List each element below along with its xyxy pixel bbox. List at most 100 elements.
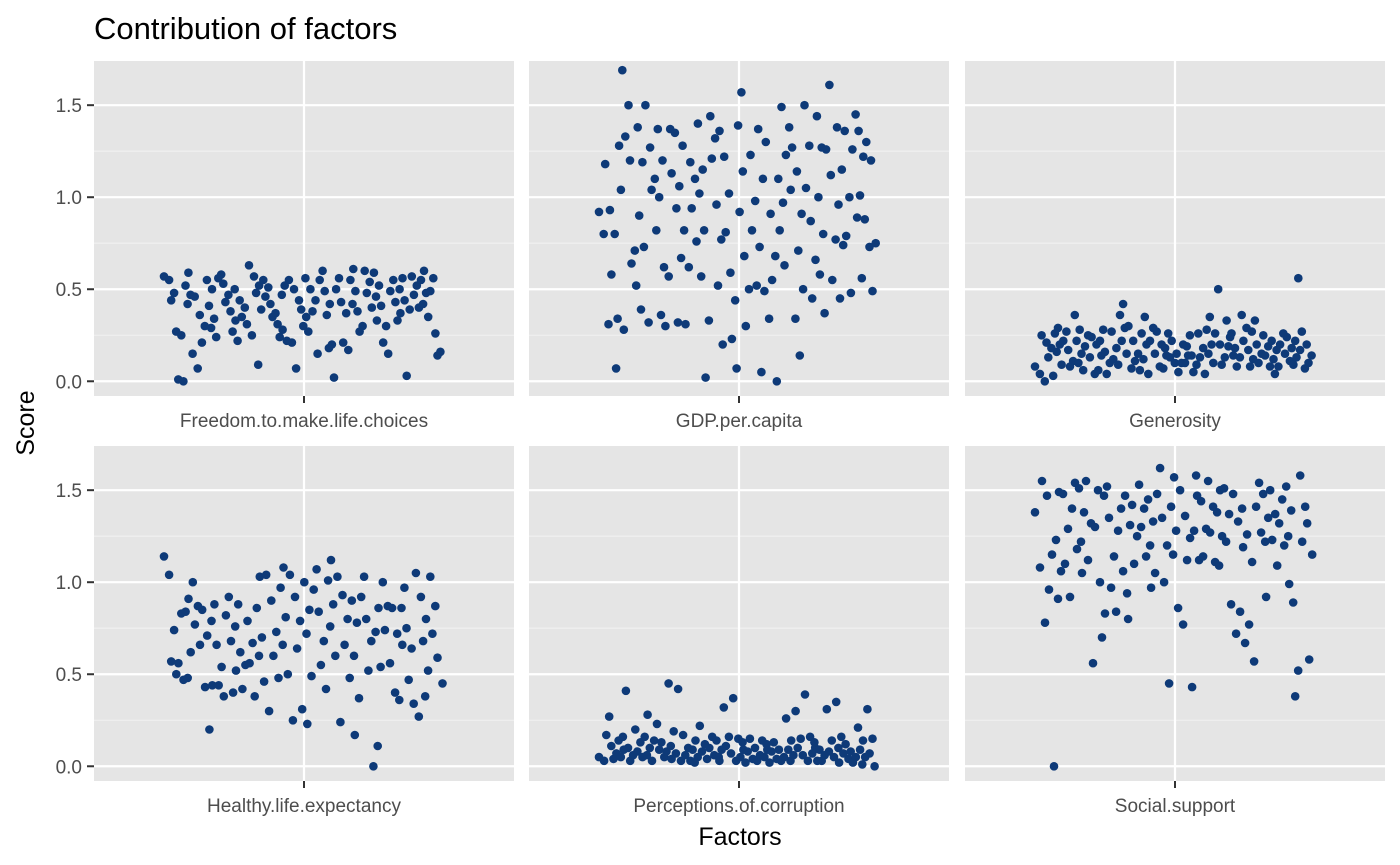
- data-point: [855, 191, 865, 200]
- data-point: [1112, 343, 1121, 353]
- data-point: [767, 275, 777, 285]
- data-point: [195, 640, 205, 650]
- data-point: [1261, 592, 1271, 602]
- data-point: [238, 684, 247, 694]
- data-point: [650, 174, 660, 184]
- data-point: [344, 345, 353, 355]
- data-point: [821, 145, 831, 154]
- data-point: [644, 318, 653, 327]
- data-point: [1307, 550, 1317, 559]
- data-point: [423, 666, 433, 675]
- data-point: [1173, 603, 1183, 613]
- data-point: [848, 145, 857, 154]
- data-point: [1093, 485, 1103, 495]
- data-point: [810, 738, 819, 747]
- data-point: [200, 682, 210, 692]
- data-point: [1065, 362, 1075, 371]
- data-point: [1204, 349, 1213, 359]
- data-point: [1239, 336, 1248, 346]
- data-point: [618, 65, 627, 75]
- data-point: [1251, 502, 1261, 512]
- data-point: [362, 288, 372, 298]
- data-point: [346, 275, 355, 285]
- data-point: [438, 679, 447, 688]
- data-point: [1109, 552, 1119, 561]
- data-point: [1109, 354, 1118, 364]
- data-point: [402, 371, 412, 381]
- data-point: [396, 308, 405, 318]
- data-point: [256, 305, 266, 314]
- data-point: [627, 259, 636, 268]
- data-point: [687, 204, 696, 213]
- data-point: [325, 622, 335, 631]
- data-point: [1302, 519, 1312, 528]
- data-point: [1182, 342, 1192, 351]
- data-point: [226, 307, 235, 316]
- data-point: [308, 307, 317, 316]
- data-point: [1231, 629, 1241, 638]
- data-point: [678, 141, 687, 150]
- data-point: [414, 712, 424, 721]
- data-point: [433, 653, 442, 662]
- data-point: [767, 747, 776, 756]
- data-point: [726, 268, 735, 278]
- data-point: [247, 331, 257, 340]
- data-point: [1145, 541, 1155, 550]
- facet-label: GDP.per.capita: [676, 411, 803, 432]
- data-point: [1127, 364, 1136, 373]
- data-point: [1042, 491, 1052, 501]
- data-point: [267, 596, 276, 605]
- data-point: [1152, 489, 1162, 499]
- data-point: [1189, 526, 1199, 535]
- data-point: [1210, 329, 1220, 338]
- data-point: [1247, 327, 1257, 336]
- data-point: [766, 209, 775, 219]
- data-point: [1134, 480, 1144, 490]
- data-point: [376, 301, 386, 311]
- data-point: [619, 325, 629, 335]
- data-point: [338, 338, 348, 347]
- data-point: [250, 692, 259, 701]
- data-point: [1155, 463, 1165, 473]
- data-point: [838, 240, 848, 250]
- data-point: [1162, 541, 1172, 550]
- data-point: [372, 316, 382, 325]
- data-point: [305, 605, 314, 615]
- data-point: [721, 227, 730, 237]
- data-point: [1063, 345, 1073, 355]
- data-point: [205, 725, 214, 734]
- data-point: [1215, 340, 1225, 349]
- data-point: [1104, 513, 1114, 523]
- data-point: [181, 607, 190, 616]
- data-point: [1284, 579, 1294, 589]
- data-point: [312, 565, 321, 574]
- data-point: [1049, 762, 1059, 771]
- data-point: [279, 563, 288, 572]
- data-point: [743, 747, 752, 756]
- data-point: [706, 111, 715, 121]
- data-point: [1102, 482, 1112, 491]
- data-point: [750, 743, 760, 753]
- data-point: [781, 714, 791, 723]
- data-point: [1212, 508, 1222, 517]
- data-point: [221, 611, 231, 620]
- data-point: [315, 275, 325, 285]
- facet-panels: Freedom.to.make.life.choices 0.0 0.5 1.0 1.5…: [56, 61, 1385, 817]
- data-point: [1304, 655, 1314, 664]
- data-point: [325, 299, 335, 309]
- data-point: [672, 204, 681, 213]
- data-point: [1195, 353, 1205, 362]
- data-point: [1048, 371, 1058, 381]
- data-point: [219, 279, 228, 289]
- data-point: [347, 596, 357, 605]
- data-point: [184, 594, 193, 604]
- data-point: [858, 760, 867, 769]
- data-point: [208, 681, 217, 690]
- data-point: [820, 308, 829, 318]
- data-point: [1203, 476, 1213, 486]
- data-point: [1187, 682, 1197, 692]
- data-point: [786, 756, 795, 766]
- data-point: [1297, 327, 1307, 336]
- data-point: [686, 157, 695, 167]
- facet-panel: Perceptions.of.corruption: [529, 446, 949, 817]
